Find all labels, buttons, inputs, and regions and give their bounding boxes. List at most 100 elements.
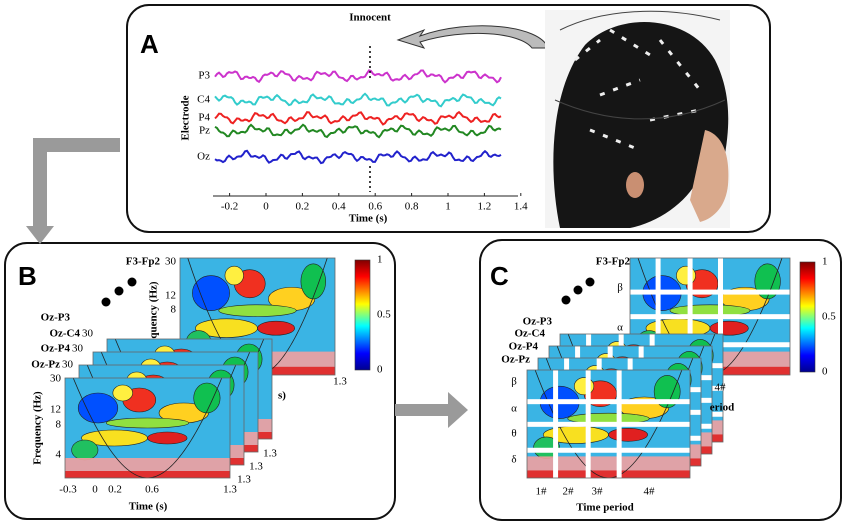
channel-label: Oz-P4 bbox=[509, 341, 539, 353]
panel-label: B bbox=[18, 261, 37, 291]
low-band bbox=[65, 471, 230, 478]
x-tick-label: 1.3 bbox=[237, 474, 251, 486]
ellipsis-dot bbox=[562, 296, 571, 305]
band-gap bbox=[527, 399, 690, 404]
power-blob bbox=[192, 276, 229, 311]
colorbar-tick-label: 1 bbox=[377, 254, 383, 266]
power-blob bbox=[710, 321, 748, 335]
flow-arrow bbox=[395, 392, 468, 428]
y-tick-label: 12 bbox=[50, 404, 61, 416]
low-band bbox=[527, 470, 690, 478]
ellipsis-dot bbox=[102, 298, 111, 307]
channel-label: Oz-P3 bbox=[523, 316, 553, 328]
x-tick-label: 1.3 bbox=[249, 461, 263, 473]
power-blob bbox=[609, 428, 648, 441]
x-tick-label: 1 bbox=[445, 201, 451, 213]
x-tick-label: -0.2 bbox=[221, 201, 238, 213]
band-gap bbox=[630, 290, 790, 295]
band-label: α bbox=[617, 322, 623, 334]
ellipsis-dot bbox=[586, 278, 595, 287]
x-tick-label: 0.2 bbox=[108, 484, 122, 496]
channel-label: F3-Fp2 bbox=[596, 256, 631, 268]
y-axis-title: quency (Hz) bbox=[148, 281, 160, 338]
y-tick-label: 30 bbox=[72, 343, 84, 355]
y-tick-label: 8 bbox=[171, 304, 177, 316]
channel-label: P3 bbox=[198, 70, 210, 82]
band-gap bbox=[527, 422, 690, 427]
period-label: 4# bbox=[644, 486, 656, 498]
band-label: β bbox=[511, 376, 517, 388]
power-blob bbox=[78, 393, 118, 423]
channel-label: Oz-P3 bbox=[41, 312, 71, 324]
y-tick-label: 30 bbox=[165, 256, 177, 268]
power-blob bbox=[106, 418, 189, 428]
power-blob bbox=[219, 305, 297, 317]
band-gap bbox=[527, 448, 690, 453]
ellipsis-dot bbox=[574, 286, 583, 295]
y-axis-title: Frequency (Hz) bbox=[32, 391, 44, 465]
colorbar-tick-label: 1 bbox=[822, 256, 828, 268]
channel-label: Pz bbox=[199, 125, 210, 137]
power-blob bbox=[258, 321, 295, 335]
band-label: δ bbox=[511, 454, 516, 466]
y-tick-label: 12 bbox=[165, 290, 176, 302]
channel-label: Oz-C4 bbox=[514, 328, 545, 340]
x-tick-label: 0.6 bbox=[368, 201, 382, 213]
channel-label: Oz-Pz bbox=[501, 354, 530, 366]
x-tick-label: 0.2 bbox=[296, 201, 310, 213]
x-tick-label: 1.3 bbox=[263, 448, 277, 460]
colorbar-tick-label: 0 bbox=[377, 364, 383, 376]
power-blob bbox=[301, 264, 326, 299]
x-tick-label: 1.3 bbox=[223, 484, 237, 496]
band-label: θ bbox=[511, 428, 516, 440]
panel-label: C bbox=[490, 261, 509, 291]
flow-arrow-head bbox=[26, 226, 54, 244]
colorbar bbox=[355, 260, 370, 370]
x-axis-title: Time period bbox=[576, 502, 634, 514]
x-axis-title: eriod bbox=[710, 402, 734, 414]
y-axis-title: Electrode bbox=[180, 95, 192, 140]
power-blob bbox=[225, 266, 244, 285]
x-tick-label: 0 bbox=[92, 484, 98, 496]
power-blob bbox=[574, 378, 594, 395]
ellipsis-dot bbox=[115, 287, 124, 296]
period-label: 3# bbox=[592, 486, 604, 498]
power-blob bbox=[676, 266, 695, 285]
band-label: β bbox=[617, 282, 623, 294]
power-blob bbox=[113, 385, 133, 401]
y-tick-label: 30 bbox=[62, 359, 74, 371]
y-tick-label: 30 bbox=[50, 373, 62, 385]
figure: AInnocent-0.200.20.40.60.811.21.4Time (s… bbox=[0, 0, 846, 524]
channel-label: Oz-P4 bbox=[41, 343, 71, 355]
power-blob bbox=[194, 383, 220, 413]
y-tick-label: 4 bbox=[56, 449, 62, 461]
band-label: α bbox=[511, 403, 517, 415]
panel-label: A bbox=[140, 29, 159, 59]
period-label: 2# bbox=[563, 486, 575, 498]
head-photo bbox=[545, 10, 730, 228]
x-axis-title: Time (s) bbox=[349, 213, 388, 225]
x-tick-label: 1.2 bbox=[478, 201, 492, 213]
channel-label: Oz-Pz bbox=[31, 359, 60, 371]
y-tick-label: 30 bbox=[82, 328, 94, 340]
scalogram-body bbox=[65, 378, 230, 478]
x-tick-label: 0 bbox=[263, 201, 269, 213]
colorbar-tick-label: 0.5 bbox=[377, 309, 391, 321]
scalogram-body bbox=[527, 370, 690, 478]
x-tick-label: -0.3 bbox=[59, 484, 77, 496]
x-axis-title: Time (s) bbox=[129, 501, 168, 513]
scalogram bbox=[527, 370, 690, 478]
x-tick-label: 1.4 bbox=[514, 201, 528, 213]
power-blob bbox=[148, 432, 188, 444]
band-gap bbox=[630, 314, 790, 319]
scalogram bbox=[65, 378, 230, 478]
x-tick-label: 0.8 bbox=[405, 201, 419, 213]
ellipsis-dot bbox=[128, 278, 137, 287]
channel-label: Oz bbox=[197, 151, 210, 163]
x-tick-label: 0.6 bbox=[145, 484, 159, 496]
channel-label: C4 bbox=[197, 94, 210, 106]
channel-label: P4 bbox=[198, 112, 210, 124]
colorbar bbox=[800, 262, 815, 372]
y-tick-label: 8 bbox=[56, 419, 62, 431]
colorbar-tick-label: 0 bbox=[822, 366, 828, 378]
